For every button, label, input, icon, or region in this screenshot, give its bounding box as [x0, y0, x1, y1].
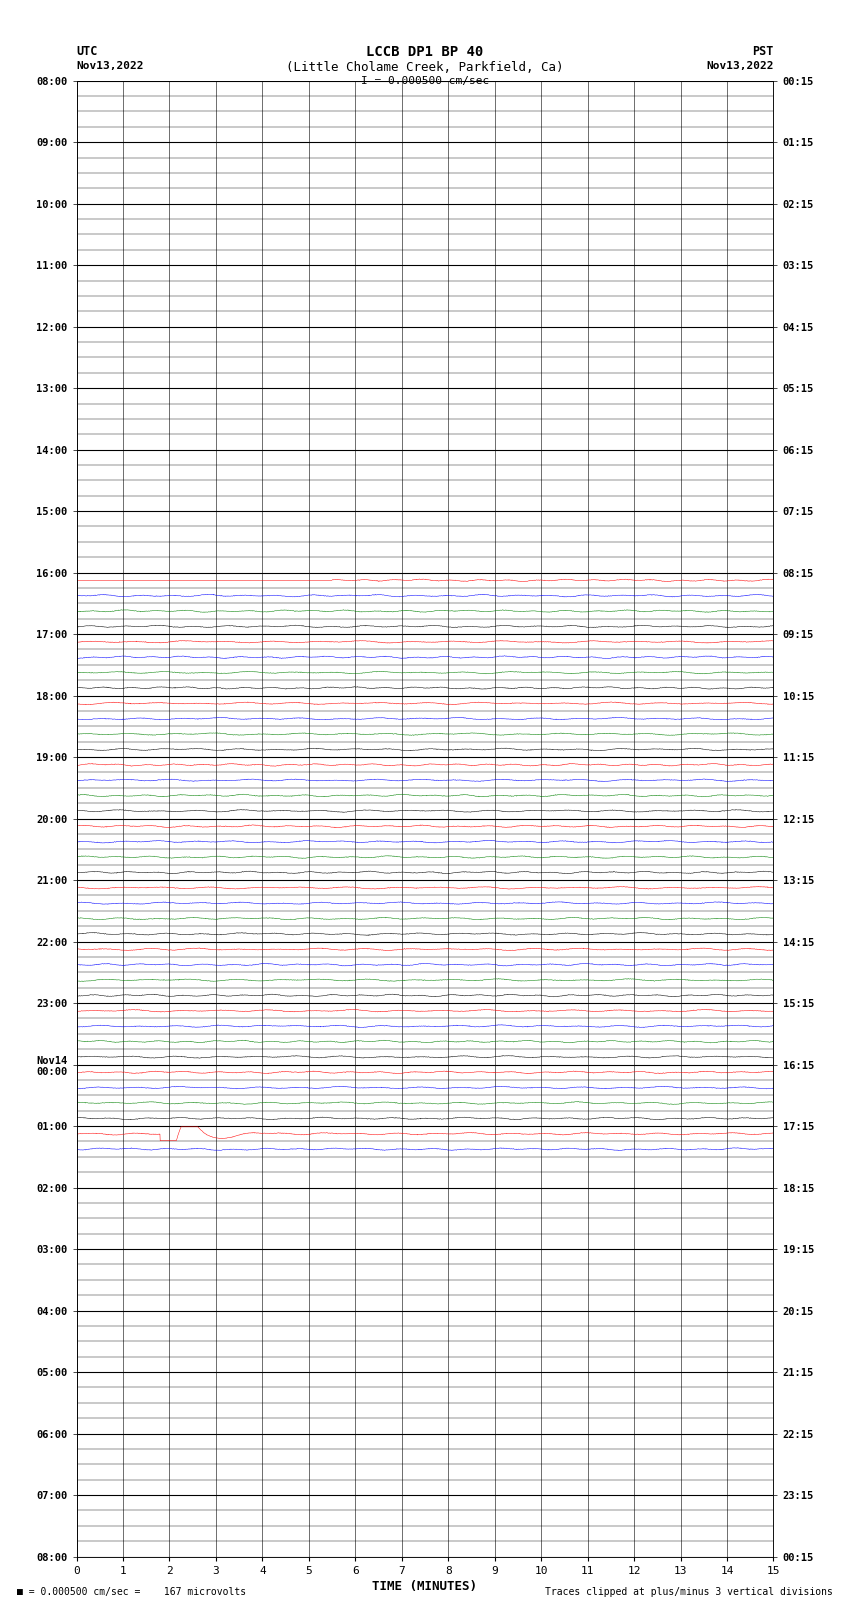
- Text: PST: PST: [752, 45, 774, 58]
- X-axis label: TIME (MINUTES): TIME (MINUTES): [372, 1579, 478, 1592]
- Text: ■ = 0.000500 cm/sec =    167 microvolts: ■ = 0.000500 cm/sec = 167 microvolts: [17, 1587, 246, 1597]
- Text: Traces clipped at plus/minus 3 vertical divisions: Traces clipped at plus/minus 3 vertical …: [545, 1587, 833, 1597]
- Text: I = 0.000500 cm/sec: I = 0.000500 cm/sec: [361, 76, 489, 85]
- Text: UTC: UTC: [76, 45, 98, 58]
- Text: LCCB DP1 BP 40: LCCB DP1 BP 40: [366, 45, 484, 60]
- Text: Nov13,2022: Nov13,2022: [706, 61, 774, 71]
- Text: (Little Cholame Creek, Parkfield, Ca): (Little Cholame Creek, Parkfield, Ca): [286, 61, 564, 74]
- Text: Nov13,2022: Nov13,2022: [76, 61, 144, 71]
